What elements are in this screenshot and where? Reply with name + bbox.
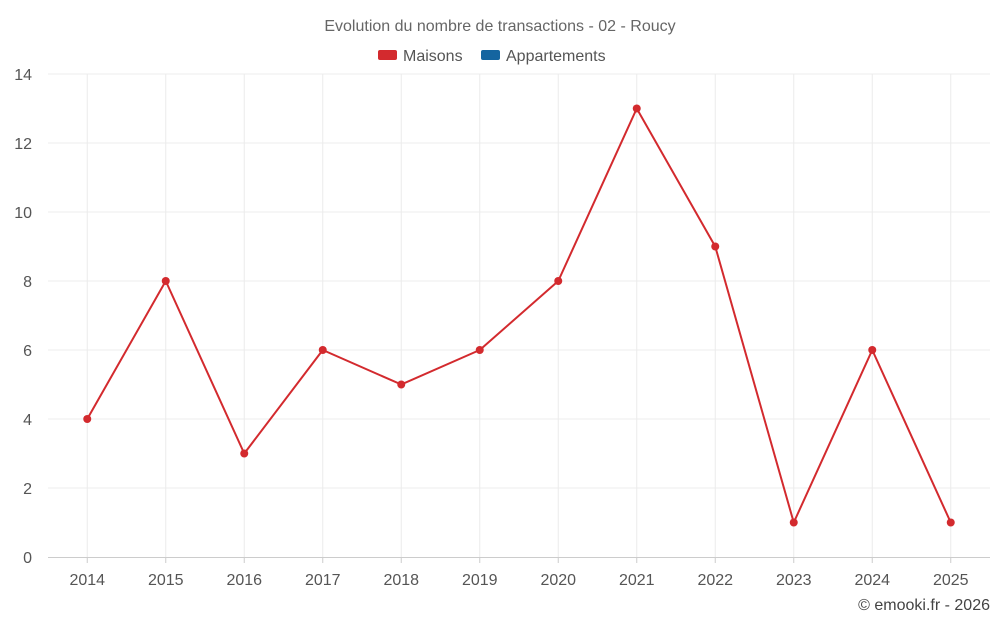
y-tick-label: 14 <box>14 67 32 84</box>
legend-swatch-maisons <box>378 50 397 60</box>
x-tick-label: 2016 <box>226 572 262 589</box>
x-tick-label: 2024 <box>854 572 890 589</box>
series-layer <box>83 104 955 527</box>
data-point-maisons-2016[interactable] <box>240 449 249 458</box>
legend-label-maisons: Maisons <box>403 48 463 65</box>
data-point-maisons-2020[interactable] <box>554 277 563 285</box>
data-point-maisons-2022[interactable] <box>711 242 720 251</box>
data-point-maisons-2024[interactable] <box>868 346 877 354</box>
data-point-maisons-2021[interactable] <box>632 104 641 113</box>
chart-title: Evolution du nombre de transactions - 02… <box>324 18 675 35</box>
data-point-maisons-2023[interactable] <box>789 518 798 527</box>
data-point-maisons-2015[interactable] <box>161 277 170 285</box>
x-tick-label: 2019 <box>462 572 498 589</box>
credit-text: © emooki.fr - 2026 <box>858 597 990 614</box>
x-tick-label: 2018 <box>383 572 419 589</box>
x-tick-label: 2015 <box>148 572 184 589</box>
y-tick-label: 4 <box>23 412 32 429</box>
legend-swatch-appartements <box>481 50 500 60</box>
legend-label-appartements: Appartements <box>506 48 606 65</box>
x-tick-label: 2021 <box>619 572 655 589</box>
series-line-maisons <box>86 107 952 524</box>
y-axis-ticks: 0 2 4 6 8 10 12 14 <box>14 67 32 567</box>
data-point-maisons-2025[interactable] <box>946 518 955 527</box>
x-tick-label: 2025 <box>933 572 969 589</box>
x-gridlines <box>86 74 952 557</box>
y-tick-label: 8 <box>23 274 32 291</box>
x-tick-label: 2017 <box>305 572 341 589</box>
y-gridlines <box>48 73 990 489</box>
y-tick-label: 0 <box>23 550 32 567</box>
y-tick-label: 10 <box>14 205 32 222</box>
legend-item-appartements[interactable]: Appartements <box>481 48 606 65</box>
x-tick-label: 2022 <box>697 572 733 589</box>
y-tick-label: 6 <box>23 343 32 360</box>
legend-item-maisons[interactable]: Maisons <box>378 48 463 65</box>
x-tick-label: 2014 <box>69 572 105 589</box>
data-point-maisons-2018[interactable] <box>397 380 406 389</box>
legend: Maisons Appartements <box>378 48 606 65</box>
y-tick-label: 2 <box>23 481 32 498</box>
data-point-maisons-2017[interactable] <box>318 346 327 354</box>
x-tick-label: 2023 <box>776 572 812 589</box>
y-tick-label: 12 <box>14 136 32 153</box>
x-axis-ticks: 2014 2015 2016 2017 2018 2019 2020 2021 2022 2023… <box>69 557 969 589</box>
data-point-maisons-2019[interactable] <box>475 346 484 354</box>
data-point-maisons-2014[interactable] <box>83 415 92 423</box>
x-tick-label: 2020 <box>540 572 576 589</box>
